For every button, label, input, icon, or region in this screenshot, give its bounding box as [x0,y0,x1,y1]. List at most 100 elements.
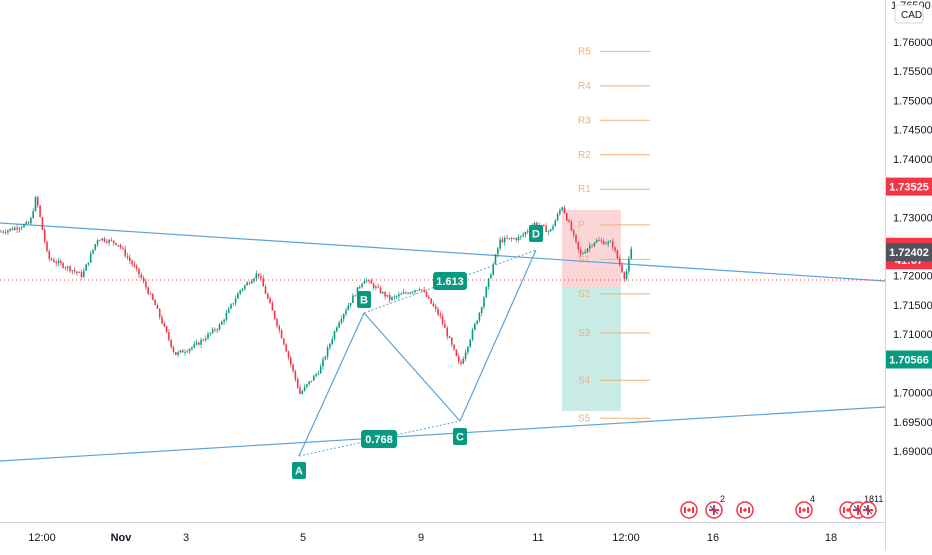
candle-body [53,260,55,263]
candle-body [46,241,48,251]
candle-body [257,273,260,276]
currency-badge[interactable]: CAD [894,4,924,24]
position-zones [562,210,621,411]
pivot-label: S1 [578,254,591,265]
candle-body [106,241,108,243]
time-axis[interactable]: 12:00 Nov 3 5 9 11 12:00 16 18 [28,532,837,544]
candle-body [73,270,76,272]
candle-body [34,197,37,212]
candle-body [126,255,129,258]
candle-body [147,287,149,294]
candle-body [563,207,566,214]
y-tick-label: 1.72000 [893,271,932,283]
event-count: 11 [874,494,883,504]
abcd-pattern[interactable]: 1.613 0.768 A B C D [292,225,543,479]
canada-flag-icon[interactable]: 4 [795,494,815,519]
pattern-leg[interactable] [298,312,365,457]
price-tag [886,177,932,196]
candle-body [457,355,460,362]
pattern-point-label: D [532,229,540,241]
candle-body [64,267,67,269]
candle-body [191,347,193,349]
y-tick-label: 1.74000 [893,154,932,166]
pattern-point-b[interactable] [357,291,371,308]
economic-events[interactable]: 2 4 18 11 [680,494,883,519]
candle-body [430,298,432,304]
pattern-point-a[interactable] [292,462,306,479]
pattern-point-c[interactable] [453,428,467,445]
y-tick-label: 1.69000 [893,446,932,458]
candle-body [524,232,527,235]
candle-body [135,266,138,269]
price-tag-label: 1.73525 [889,182,929,194]
candle-body [18,228,21,230]
candle-body [4,232,7,234]
pattern-point-d[interactable] [529,225,543,242]
candle-body [168,332,170,340]
pattern-leg[interactable] [363,312,461,422]
candle-body [522,234,524,237]
pattern-point-label: A [295,466,303,478]
candle-body [547,231,550,232]
candle-body [398,294,400,297]
price-tag-label: 1.72402 [889,247,929,259]
candle-body [612,241,614,248]
candle-body [255,273,258,279]
trendlines[interactable] [0,222,886,462]
candle-body [7,230,9,233]
candle-body [508,238,511,239]
ratio-connector-bd [363,249,537,314]
candle-body [322,359,324,367]
support-trendline[interactable] [0,406,886,462]
candle-body [209,332,212,334]
candle-body [395,296,398,298]
uk-flag-icon[interactable]: 2 [705,494,725,519]
candle-body [244,285,246,289]
candle-body [87,262,90,265]
candle-body [264,286,267,294]
pattern-leg[interactable] [459,249,537,422]
candle-body [388,294,391,300]
candle-body [405,292,407,294]
candle-body [184,351,186,353]
candle-body [110,239,113,241]
candle-body [267,293,269,299]
uk-flag-icon[interactable]: 11 [859,494,883,519]
candle-body [145,281,147,288]
ratio-badge-bd-text: 1.613 [436,276,464,288]
event-count: 2 [720,494,725,504]
candle-body [317,373,320,375]
ratio-badge-ac-text: 0.768 [365,434,393,446]
candle-body [156,305,159,309]
canada-flag-icon[interactable] [680,501,698,519]
candle-body [20,227,23,229]
candle-body [561,207,563,210]
pivot-label: S5 [578,413,591,424]
candle-body [363,280,366,284]
y-tick-label: 1.74500 [893,125,932,137]
candle-body [628,258,630,272]
candle-body [99,239,101,241]
candle-body [246,282,248,286]
candle-body [303,386,306,391]
candle-body [566,213,568,221]
canada-flag-icon[interactable] [736,501,754,519]
candle-body [517,236,520,240]
candle-body [455,349,458,356]
candle-body [414,290,416,292]
candle-body [223,319,225,322]
candle-body [492,264,494,275]
candle-body [181,350,184,353]
candle-body [513,238,515,240]
candle-body [464,352,467,360]
candle-body [595,240,598,243]
candle-body [345,310,347,315]
candle-body [273,310,276,319]
price-tag [886,350,932,369]
y-tick-label: 1.71000 [893,329,932,341]
candle-body [460,361,462,364]
candle-body [441,316,444,324]
resistance-trendline[interactable] [0,222,886,282]
